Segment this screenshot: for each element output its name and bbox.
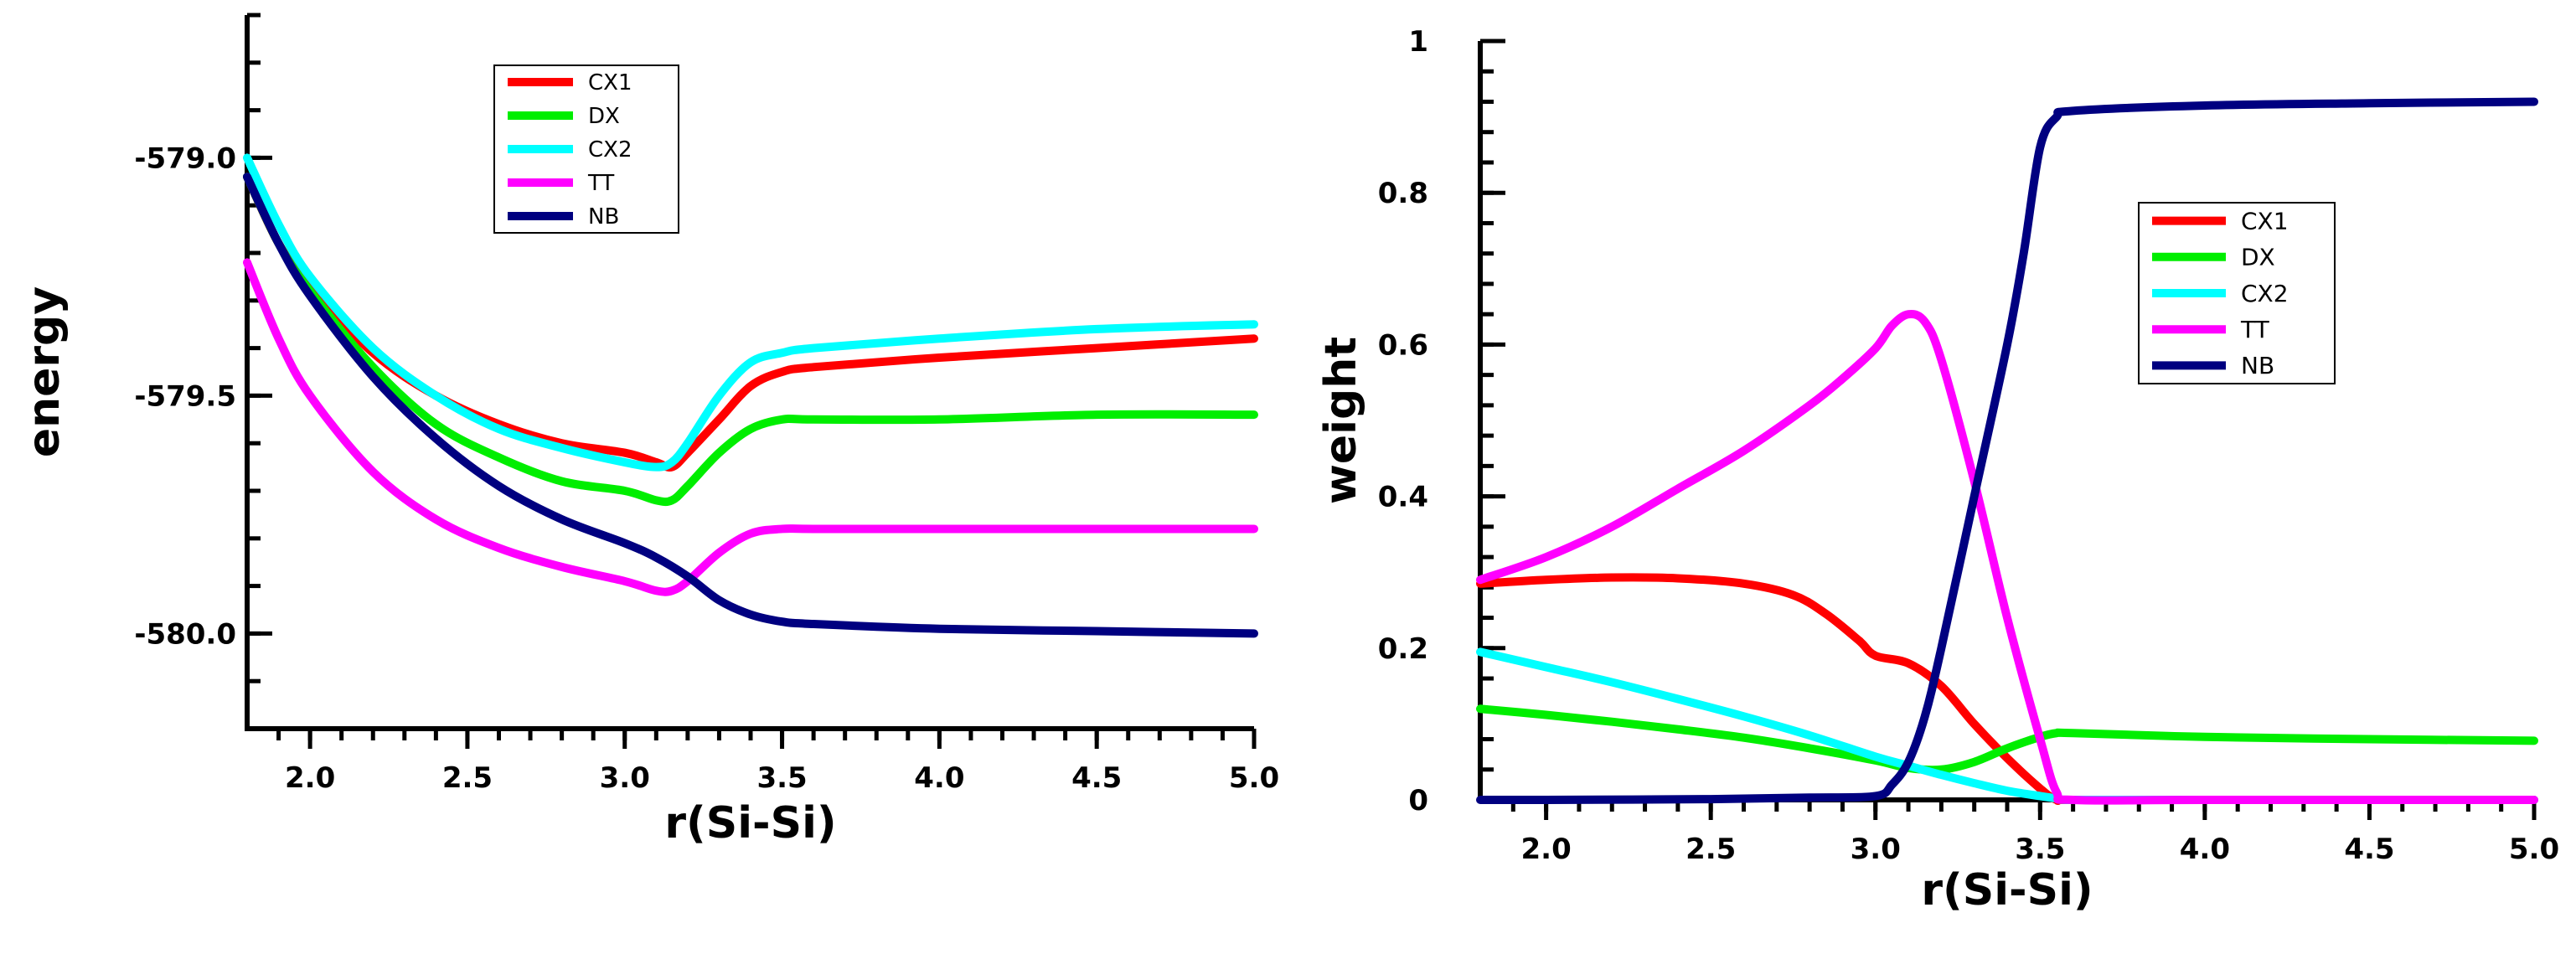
x-tick-label: 2.0 (1521, 833, 1572, 866)
y-tick-label: -580.0 (134, 617, 236, 651)
legend-label-dx: DX (588, 104, 620, 129)
x-tick-label: 2.5 (442, 761, 493, 795)
legend-label-cx1: CX1 (2241, 207, 2289, 235)
x-axis-title: r(Si-Si) (1921, 865, 2093, 915)
legend-label-cx1: CX1 (588, 70, 632, 95)
energy-chart: 2.0 2.5 3.0 3.5 4.0 4.5 5.0 -579.0 -579.5 -580.0 r… (19, 13, 1279, 848)
y-tick-label: 0 (1408, 784, 1428, 817)
y-tick-label: 0.8 (1378, 177, 1428, 210)
legend-label-tt: TT (587, 171, 614, 196)
x-tick-label: 3.5 (756, 761, 807, 795)
x-tick-label: 4.5 (2344, 833, 2394, 866)
x-tick-label: 4.0 (2180, 833, 2230, 866)
y-tick-label: -579.0 (134, 142, 236, 175)
x-tick-label: 3.5 (2015, 833, 2065, 866)
x-tick-label: 3.0 (1851, 833, 1901, 866)
x-tick-label: 5.0 (2509, 833, 2559, 866)
y-tick-label: -579.5 (134, 379, 236, 413)
series-line-dx (1476, 704, 2538, 775)
x-tick-label: 4.5 (1071, 761, 1122, 795)
legend-label-nb: NB (2241, 352, 2274, 379)
y-axis-title: weight (1316, 337, 1366, 504)
legend-label-dx: DX (2241, 244, 2275, 271)
series-line-nb (1476, 97, 2538, 805)
x-tick-label: 4.0 (914, 761, 964, 795)
series-line-tt (243, 258, 1258, 596)
series-line-cx2 (243, 153, 1258, 472)
x-tick-label: 2.0 (285, 761, 335, 795)
y-axis-title: energy (19, 286, 70, 457)
x-axis-title: r(Si-Si) (664, 798, 836, 848)
series-line-nb (243, 173, 1258, 638)
x-tick-label: 5.0 (1229, 761, 1279, 795)
y-tick-label: 1 (1408, 25, 1428, 59)
y-tick-label: 0.6 (1378, 328, 1428, 362)
legend: CX1 DX CX2 TT NB (2138, 202, 2336, 384)
legend-label-cx2: CX2 (2241, 280, 2289, 307)
series-line-tt (1476, 309, 2538, 805)
legend-label-cx2: CX2 (588, 137, 632, 162)
series-line-dx (243, 173, 1258, 507)
x-tick-label: 2.5 (1685, 833, 1736, 866)
y-tick-label: 0.2 (1378, 632, 1428, 666)
legend: CX1 DX CX2 TT NB (493, 64, 679, 234)
legend-label-nb: NB (588, 204, 619, 229)
weight-chart: 2.0 2.5 3.0 3.5 4.0 4.5 5.0 0 0.2 0.4 0.6 0.8 1 r(Si-… (1316, 25, 2559, 915)
x-tick-label: 3.0 (600, 761, 650, 795)
y-tick-label: 0.4 (1378, 481, 1428, 514)
series-line-cx1 (243, 173, 1258, 472)
legend-label-tt: TT (2240, 316, 2270, 343)
